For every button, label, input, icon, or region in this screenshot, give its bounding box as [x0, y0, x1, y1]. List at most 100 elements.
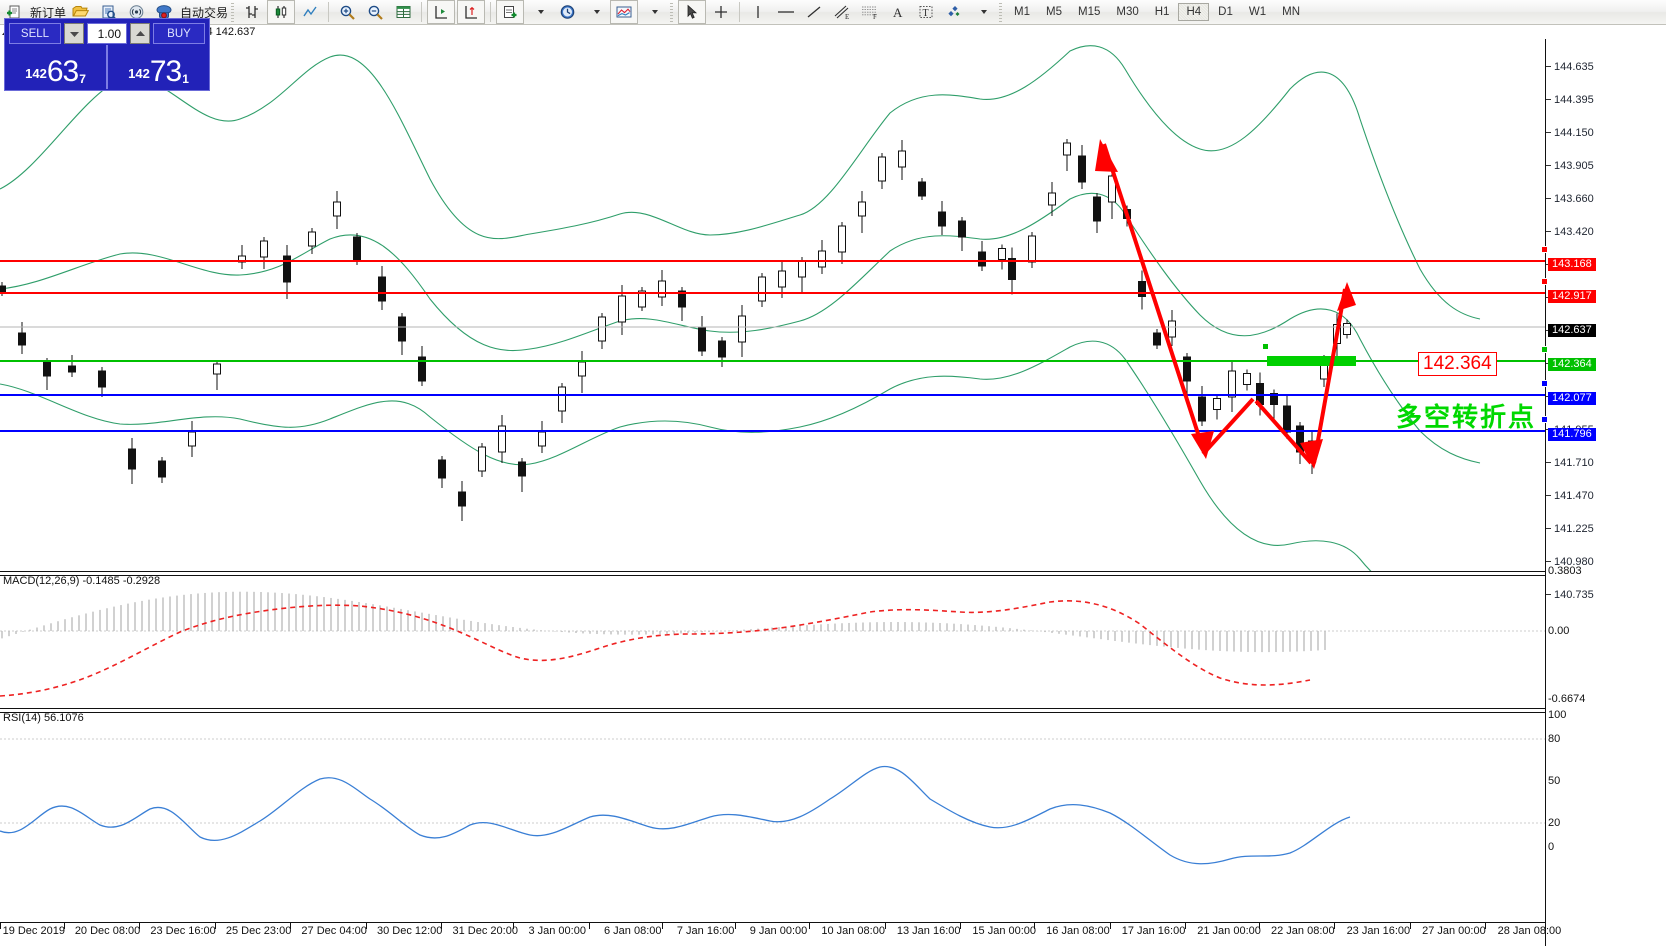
timeframe-m5[interactable]: M5 — [1046, 6, 1062, 18]
period-clock-icon[interactable] — [554, 1, 580, 23]
candle-body — [858, 201, 866, 217]
oct-price-row: 142 63 7 142 73 1 — [5, 45, 209, 89]
data-window-icon[interactable] — [390, 1, 416, 23]
time-tick: 10 Jan 08:00 — [821, 925, 885, 937]
buy-button[interactable]: BUY — [153, 23, 205, 44]
candle-body — [758, 276, 766, 302]
time-tick-mark — [441, 922, 443, 929]
fibonacci-icon[interactable]: F — [857, 1, 883, 23]
timeframe-m30[interactable]: M30 — [1116, 6, 1139, 18]
time-tick-mark — [809, 922, 811, 929]
crosshair-icon[interactable] — [708, 1, 734, 23]
one-click-trading-panel[interactable]: SELL 1.00 BUY 142 63 7 142 73 1 — [4, 18, 210, 91]
candle-body — [1093, 196, 1101, 222]
candle-body — [638, 290, 646, 308]
timeframe-m15[interactable]: M15 — [1078, 6, 1101, 18]
candle-body — [738, 315, 746, 343]
time-tick: 16 Jan 08:00 — [1046, 925, 1110, 937]
templates-dropdown[interactable] — [640, 1, 666, 23]
sell-price-big: 142 — [25, 66, 47, 81]
volume-input[interactable]: 1.00 — [87, 23, 127, 44]
macd-label: MACD(12,26,9) -0.1485 -0.2928 — [3, 575, 161, 587]
add-indicator-icon[interactable] — [496, 0, 525, 24]
price-scale[interactable]: 144.635 144.395 144.150 143.905 143.660 143.4… — [1545, 39, 1666, 946]
svg-text:F: F — [873, 13, 877, 20]
print-preview-icon[interactable] — [95, 1, 121, 23]
hline-icon[interactable] — [773, 1, 799, 23]
rsi-tick-80: 80 — [1548, 733, 1561, 745]
shapes-dropdown[interactable] — [969, 1, 995, 23]
cursor-icon[interactable] — [678, 0, 707, 24]
toolbar-grip-2[interactable] — [668, 2, 676, 22]
volume-decrease-button[interactable] — [64, 23, 84, 44]
macd-pane[interactable] — [0, 576, 1545, 708]
folder-icon[interactable] — [67, 1, 93, 23]
text-icon[interactable]: A — [885, 1, 911, 23]
sell-price[interactable]: 142 63 7 — [5, 45, 106, 89]
candle-body — [283, 255, 291, 283]
candle-body — [1183, 356, 1191, 382]
price-pane[interactable] — [0, 39, 1545, 571]
chart-title-bar: GBPJPY-,H4 142.302 142.693 142.264 142.6… — [0, 25, 1666, 39]
vline-icon[interactable] — [745, 1, 771, 23]
timeframe-m1[interactable]: M1 — [1014, 6, 1031, 18]
shapes-icon[interactable] — [941, 1, 967, 23]
zoom-out-icon[interactable] — [362, 1, 388, 23]
time-tick: 7 Jan 16:00 — [676, 925, 735, 937]
toolbar-separator-3 — [490, 2, 492, 22]
pane-separator-rsi[interactable] — [0, 708, 1545, 713]
timeframe-mn[interactable]: MN — [1282, 6, 1300, 18]
timeframe-d1[interactable]: D1 — [1218, 6, 1233, 18]
candle-body — [1008, 258, 1016, 280]
volume-increase-button[interactable] — [130, 23, 150, 44]
buy-price[interactable]: 142 73 1 — [106, 45, 209, 89]
candle-body — [353, 236, 361, 262]
candle-body — [1153, 332, 1161, 346]
new-order-button[interactable] — [1, 1, 27, 23]
equidistant-icon[interactable]: E — [829, 1, 855, 23]
timeframe-h1[interactable]: H1 — [1154, 6, 1170, 18]
timeframe-h4[interactable]: H4 — [1178, 3, 1210, 21]
auto-scroll-icon[interactable] — [457, 0, 486, 24]
shift-end-icon[interactable] — [427, 0, 456, 24]
period-dropdown[interactable] — [582, 1, 608, 23]
time-tick-mark — [1485, 922, 1487, 929]
line-chart-icon[interactable] — [297, 1, 323, 23]
candle-body — [98, 370, 106, 388]
broadcast-icon[interactable] — [123, 1, 149, 23]
sell-button[interactable]: SELL — [9, 23, 61, 44]
time-tick-mark — [63, 922, 65, 929]
time-scale[interactable]: 19 Dec 2019 20 Dec 08:00 23 Dec 16:00 25 De… — [0, 922, 1561, 949]
arrow-head-down — [1095, 139, 1118, 172]
candle-body — [18, 332, 26, 346]
level-handle-142077[interactable] — [1541, 380, 1548, 387]
turning-point-annotation: 多空转折点 — [1396, 403, 1537, 433]
candle-body — [1048, 192, 1056, 206]
autotrade-shield-icon[interactable] — [151, 1, 177, 23]
timeframe-w1[interactable]: W1 — [1248, 6, 1267, 18]
trendline-icon[interactable] — [801, 1, 827, 23]
bar-chart-icon[interactable] — [239, 1, 265, 23]
candle-body — [778, 270, 786, 288]
zone-handle-left[interactable] — [1262, 343, 1269, 350]
svg-text:E: E — [845, 13, 849, 20]
toolbar-separator — [328, 2, 330, 22]
toolbar-grip[interactable] — [229, 2, 237, 22]
templates-icon[interactable] — [610, 0, 639, 24]
price-label-142917: 142.917 — [1548, 290, 1596, 303]
pane-separator-macd[interactable] — [0, 571, 1545, 576]
level-handle-142917[interactable] — [1541, 278, 1548, 285]
add-indicator-dropdown[interactable] — [526, 1, 552, 23]
label-icon[interactable]: T — [913, 1, 939, 23]
price-tick: 144.635 — [1546, 61, 1594, 73]
candle-body — [618, 295, 626, 323]
candle-body — [378, 276, 386, 302]
rsi-pane[interactable] — [0, 713, 1545, 925]
chart-window[interactable]: GBPJPY-,H4 142.302 142.693 142.264 142.6… — [0, 25, 1666, 949]
level-handle-143168[interactable] — [1541, 246, 1548, 253]
level-handle-142364[interactable] — [1541, 346, 1548, 353]
toolbar-grip-3[interactable] — [997, 2, 1005, 22]
candlestick-chart-icon[interactable] — [267, 0, 296, 24]
level-handle-141796[interactable] — [1541, 416, 1548, 423]
zoom-in-icon[interactable] — [334, 1, 360, 23]
